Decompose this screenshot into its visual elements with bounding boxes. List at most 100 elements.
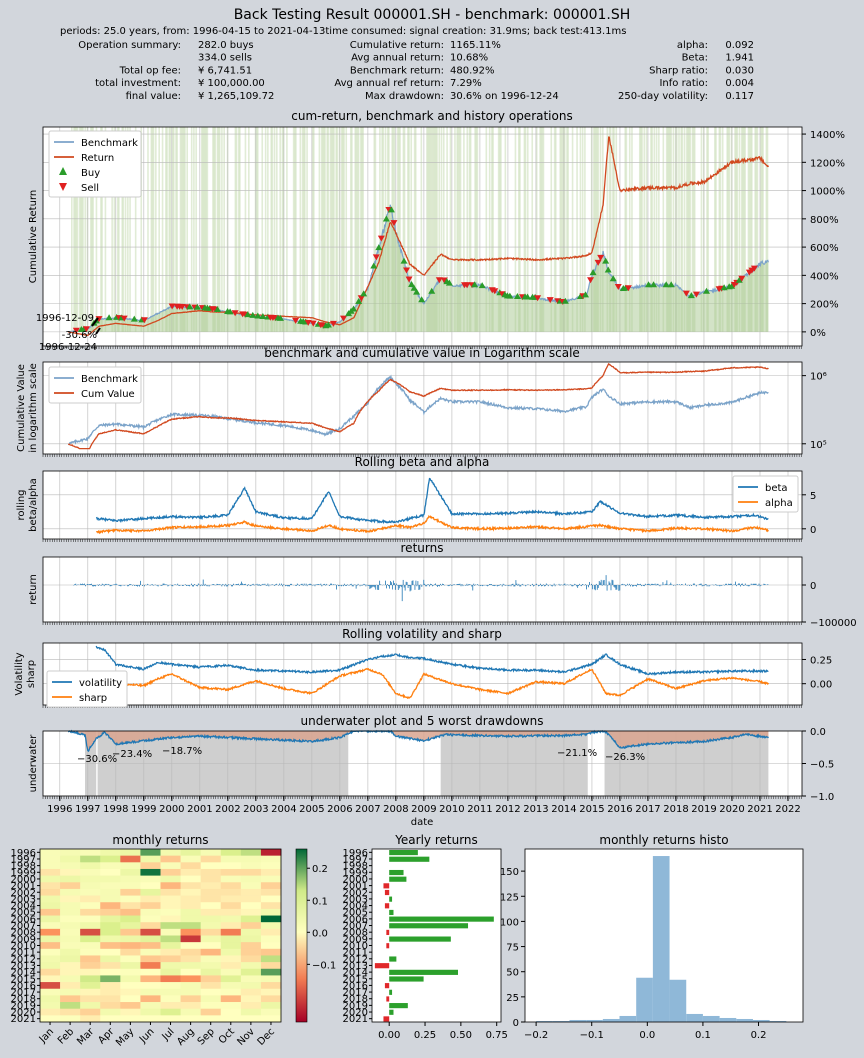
heatmap-cell: [180, 928, 201, 936]
heatmap-cell: [160, 1008, 181, 1016]
holding-band: [407, 127, 409, 332]
legend-marker-sell: [59, 183, 67, 191]
heatmap-cell: [80, 995, 101, 1003]
heatmap-row-label: 2004: [11, 901, 36, 912]
buy-marker: [478, 282, 486, 289]
heatmap-row-label: 2015: [11, 974, 36, 985]
heatmap-cell: [160, 968, 181, 976]
holding-band: [563, 127, 566, 332]
drawdown-label: −21.1%: [557, 748, 597, 759]
heatmap-cell: [180, 902, 201, 910]
sell-marker: [692, 291, 700, 298]
heatmap-row-label: 2006: [11, 914, 36, 925]
heatmap-cell: [160, 849, 181, 856]
holding-band: [599, 127, 602, 332]
histogram-bar: [652, 856, 670, 1022]
heatmap-cell: [120, 855, 141, 863]
yearly-year-label: 2004: [343, 901, 368, 912]
holding-band: [175, 127, 177, 332]
sell-marker: [491, 288, 499, 295]
yearly-bar: [389, 1009, 394, 1015]
cum-value-log-line: [68, 362, 769, 450]
y-tick-label: 125: [500, 892, 519, 903]
x-tick-label: 2019: [691, 804, 716, 815]
heatmap-cell: [220, 968, 242, 976]
holding-band: [645, 127, 648, 332]
plot-frame: [42, 126, 803, 347]
summary-label: total investment:: [95, 78, 181, 89]
heatmap-cell: [220, 928, 242, 936]
holding-band: [662, 127, 665, 332]
buy-marker: [324, 321, 332, 328]
summary-table: Operation summary: 282.0 buys 334.0 sells T…: [78, 40, 754, 102]
holding-band: [488, 127, 491, 332]
heatmap-col-label: Mar: [75, 1026, 97, 1048]
heatmap-cell: [60, 922, 81, 930]
heatmap-cell: [120, 1015, 141, 1023]
buy-marker: [702, 287, 710, 294]
heatmap-cell: [140, 915, 161, 923]
y-axis-label: in logarithm scale: [28, 363, 39, 453]
heatmap-cell: [180, 962, 201, 970]
summary-label: 250-day volatility:: [618, 91, 708, 102]
heatmap-cell: [80, 968, 101, 976]
holding-band: [497, 127, 500, 332]
holding-band: [124, 127, 127, 332]
heatmap-cell: [120, 895, 141, 903]
buy-marker: [193, 303, 201, 310]
x-tick-label: −0.1: [580, 1030, 604, 1041]
holding-band: [728, 127, 731, 332]
buy-marker: [186, 303, 194, 310]
holding-band: [463, 127, 465, 332]
heatmap-cell: [40, 928, 61, 936]
heatmap-cell: [80, 1015, 101, 1023]
yearly-bar: [386, 929, 390, 935]
holding-band: [186, 127, 188, 332]
sell-marker: [357, 295, 365, 302]
holding-band: [342, 127, 344, 332]
holding-band: [658, 127, 660, 332]
holding-band: [539, 127, 541, 332]
holding-band: [449, 127, 452, 332]
summary-value: ¥ 100,000.00: [198, 78, 265, 89]
heatmap-cell: [140, 868, 161, 876]
yearly-bar: [389, 976, 424, 982]
heatmap-cell: [240, 908, 262, 916]
underwater-panel: underwater plot and 5 worst drawdowns −30…: [28, 714, 834, 828]
sell-marker: [624, 285, 632, 292]
summary-value: 0.092: [725, 40, 754, 51]
summary-label: Avg annual ref return:: [334, 78, 444, 89]
heatmap-cell: [80, 908, 101, 916]
holding-band: [202, 127, 204, 332]
annotation-drawdown: -30.6%: [62, 330, 97, 341]
yearly-bar: [389, 909, 394, 916]
heatmap-cell: [140, 922, 161, 930]
heatmap-cell: [80, 849, 101, 856]
heatmap-cell: [80, 882, 101, 890]
heatmap-cell: [40, 988, 61, 996]
heatmap-cell: [140, 948, 161, 956]
buy-marker: [226, 308, 234, 315]
x-tick-label: 2008: [383, 804, 408, 815]
holding-band: [744, 127, 746, 332]
heatmap-cell: [140, 908, 161, 916]
heatmap-cell: [200, 975, 222, 983]
heatmap-cell: [60, 935, 81, 943]
heatmap-cell: [80, 915, 101, 923]
heatmap-cell: [180, 922, 201, 930]
holding-band: [408, 127, 410, 332]
heatmap-cell: [240, 982, 262, 990]
heatmap-cell: [120, 962, 141, 970]
heatmap-cell: [140, 1015, 161, 1023]
histogram-bar: [636, 977, 653, 1022]
heatmap-cell: [60, 1015, 81, 1023]
heatmap-cell: [200, 915, 222, 923]
holding-band: [436, 127, 438, 332]
annotation-peak-date: 1996-12-09: [36, 313, 94, 324]
holding-band: [454, 127, 456, 332]
colorbar-tick-label: 0.0: [312, 928, 328, 939]
holding-band: [721, 127, 724, 332]
plot-frame: [42, 556, 803, 623]
heatmap-cell: [180, 868, 201, 876]
holding-band: [221, 127, 223, 332]
